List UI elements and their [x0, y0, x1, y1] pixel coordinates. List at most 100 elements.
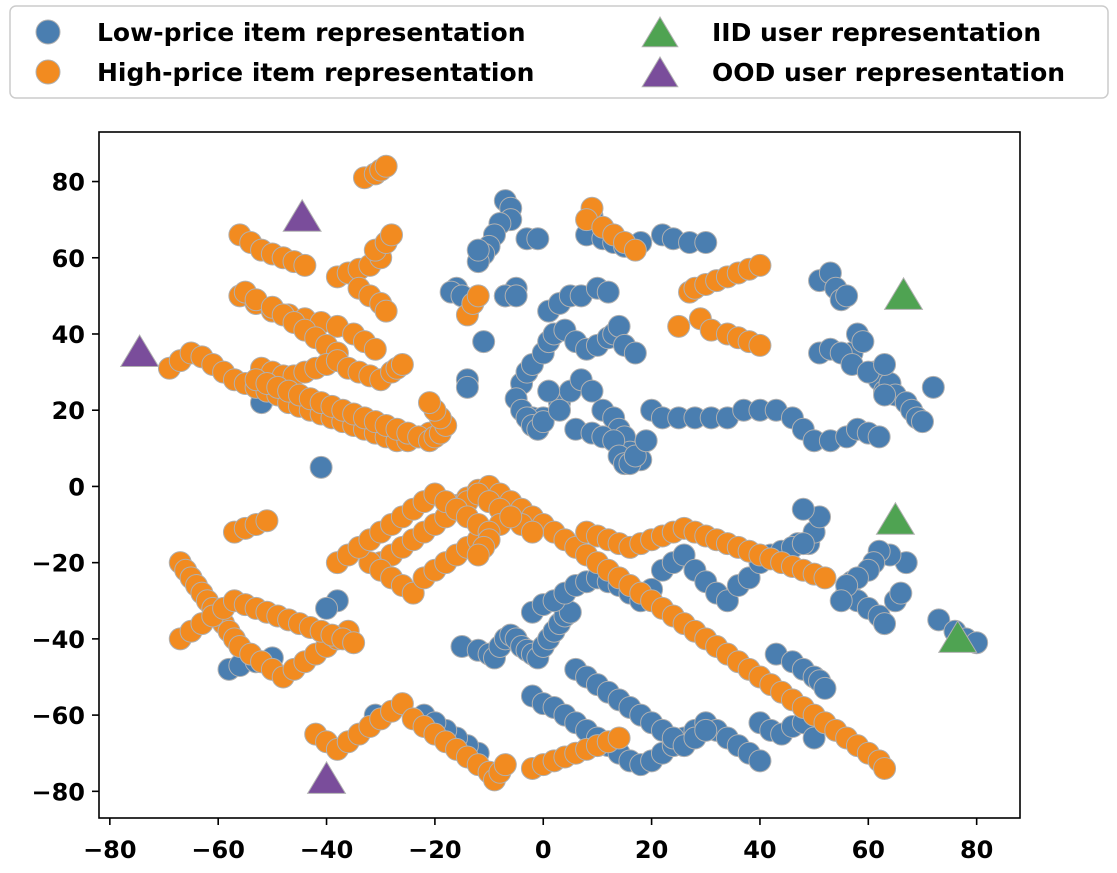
- y-tick-label: −40: [31, 626, 85, 654]
- legend: Low-price item representation High-price …: [9, 5, 1109, 99]
- x-tick-label: 60: [852, 836, 885, 864]
- low-item-point: [580, 379, 604, 403]
- high-item-point: [342, 631, 366, 655]
- high-item-point: [520, 520, 544, 544]
- high-item-point: [873, 756, 897, 780]
- low-item-point: [504, 284, 528, 308]
- y-tick-label: −20: [31, 550, 85, 578]
- legend-label: IID user representation: [712, 18, 1041, 47]
- legend-entry-ood: OOD user representation: [641, 56, 1065, 88]
- low-item-point: [835, 284, 859, 308]
- plot-frame: [98, 131, 1021, 819]
- x-axis: −80 −60 −40 −20 0 20 40 60 80: [83, 818, 993, 864]
- low-item-point: [526, 227, 550, 251]
- plot-area: −80 −60 −40 −20 0 20 40 60 80 −80 −60 −40 −20 0 20 40 6…: [31, 131, 1021, 864]
- low-item-point: [531, 410, 555, 434]
- legend-label: Low-price item representation: [97, 18, 526, 47]
- low-item-point: [634, 429, 658, 453]
- series-low: [217, 189, 989, 777]
- low-item-point: [873, 612, 897, 636]
- low-item-point: [472, 330, 496, 354]
- high-item-point: [390, 352, 414, 376]
- y-tick-label: 40: [52, 321, 85, 349]
- low-item-point: [791, 497, 815, 521]
- low-item-point: [607, 314, 631, 338]
- low-item-point: [548, 398, 571, 422]
- iid-user-marker: [937, 619, 978, 653]
- low-item-point: [813, 676, 837, 700]
- x-tick-label: 0: [535, 836, 552, 864]
- y-tick-label: 80: [52, 169, 85, 197]
- legend-entry-high: High-price item representation: [35, 58, 534, 87]
- series-ood: [119, 198, 347, 794]
- legend-entry-iid: IID user representation: [641, 16, 1041, 48]
- x-tick-label: 20: [635, 836, 668, 864]
- low-item-point: [748, 749, 772, 773]
- low-item-point: [315, 596, 339, 620]
- x-tick-label: −80: [83, 836, 137, 864]
- y-tick-label: 60: [52, 245, 85, 273]
- legend-entry-low: Low-price item representation: [35, 18, 526, 47]
- legend-circle-marker: [35, 19, 61, 45]
- y-tick-label: 0: [68, 473, 85, 501]
- y-tick-label: −80: [31, 778, 85, 806]
- legend-triangle-marker: [641, 16, 679, 48]
- high-item-point: [493, 753, 517, 777]
- high-item-point: [466, 543, 490, 567]
- high-item-point: [293, 253, 317, 277]
- legend-frame: [9, 5, 1109, 99]
- ood-user-marker: [119, 334, 160, 368]
- x-tick-label: −20: [408, 836, 462, 864]
- high-item-point: [623, 238, 647, 262]
- ood-user-marker: [282, 198, 322, 232]
- high-item-point: [466, 284, 490, 308]
- low-item-point: [873, 352, 897, 376]
- y-tick-label: −60: [31, 702, 85, 730]
- legend-label: High-price item representation: [97, 58, 534, 87]
- low-item-point: [455, 375, 479, 399]
- low-item-point: [867, 425, 891, 449]
- low-item-point: [910, 410, 934, 434]
- low-item-point: [537, 379, 561, 403]
- low-item-point: [596, 280, 620, 304]
- low-item-point: [694, 718, 718, 742]
- low-item-point: [873, 383, 897, 407]
- low-item-point: [927, 608, 951, 632]
- low-item-point: [309, 455, 333, 479]
- legend-triangle-marker: [641, 56, 679, 88]
- high-item-point: [380, 223, 404, 247]
- low-item-point: [829, 589, 853, 613]
- high-item-point: [499, 505, 523, 529]
- low-item-point: [694, 231, 718, 255]
- high-item-point: [667, 314, 691, 338]
- legend-label: OOD user representation: [712, 58, 1065, 87]
- high-item-point: [748, 333, 772, 357]
- low-item-point: [791, 532, 815, 556]
- high-item-point: [607, 726, 631, 750]
- x-tick-label: 80: [960, 836, 993, 864]
- high-item-point: [374, 154, 398, 178]
- high-item-point: [417, 391, 441, 415]
- series-high: [157, 154, 897, 792]
- legend-circle-marker: [35, 59, 61, 85]
- high-item-point: [813, 566, 837, 590]
- low-item-point: [623, 341, 647, 365]
- x-tick-label: −40: [300, 836, 354, 864]
- low-item-point: [851, 330, 875, 354]
- iid-user-marker: [875, 501, 916, 535]
- high-item-point: [363, 337, 387, 361]
- low-item-point: [921, 375, 945, 399]
- y-tick-label: 20: [52, 397, 85, 425]
- series-iid: [875, 276, 978, 653]
- x-tick-label: 40: [743, 836, 776, 864]
- ood-user-marker: [306, 760, 347, 794]
- low-item-point: [466, 238, 490, 262]
- low-item-point: [889, 581, 913, 605]
- high-item-point: [255, 509, 279, 533]
- high-item-point: [374, 299, 398, 323]
- high-item-point: [748, 253, 772, 277]
- iid-user-marker: [883, 276, 924, 310]
- x-tick-label: −60: [191, 836, 245, 864]
